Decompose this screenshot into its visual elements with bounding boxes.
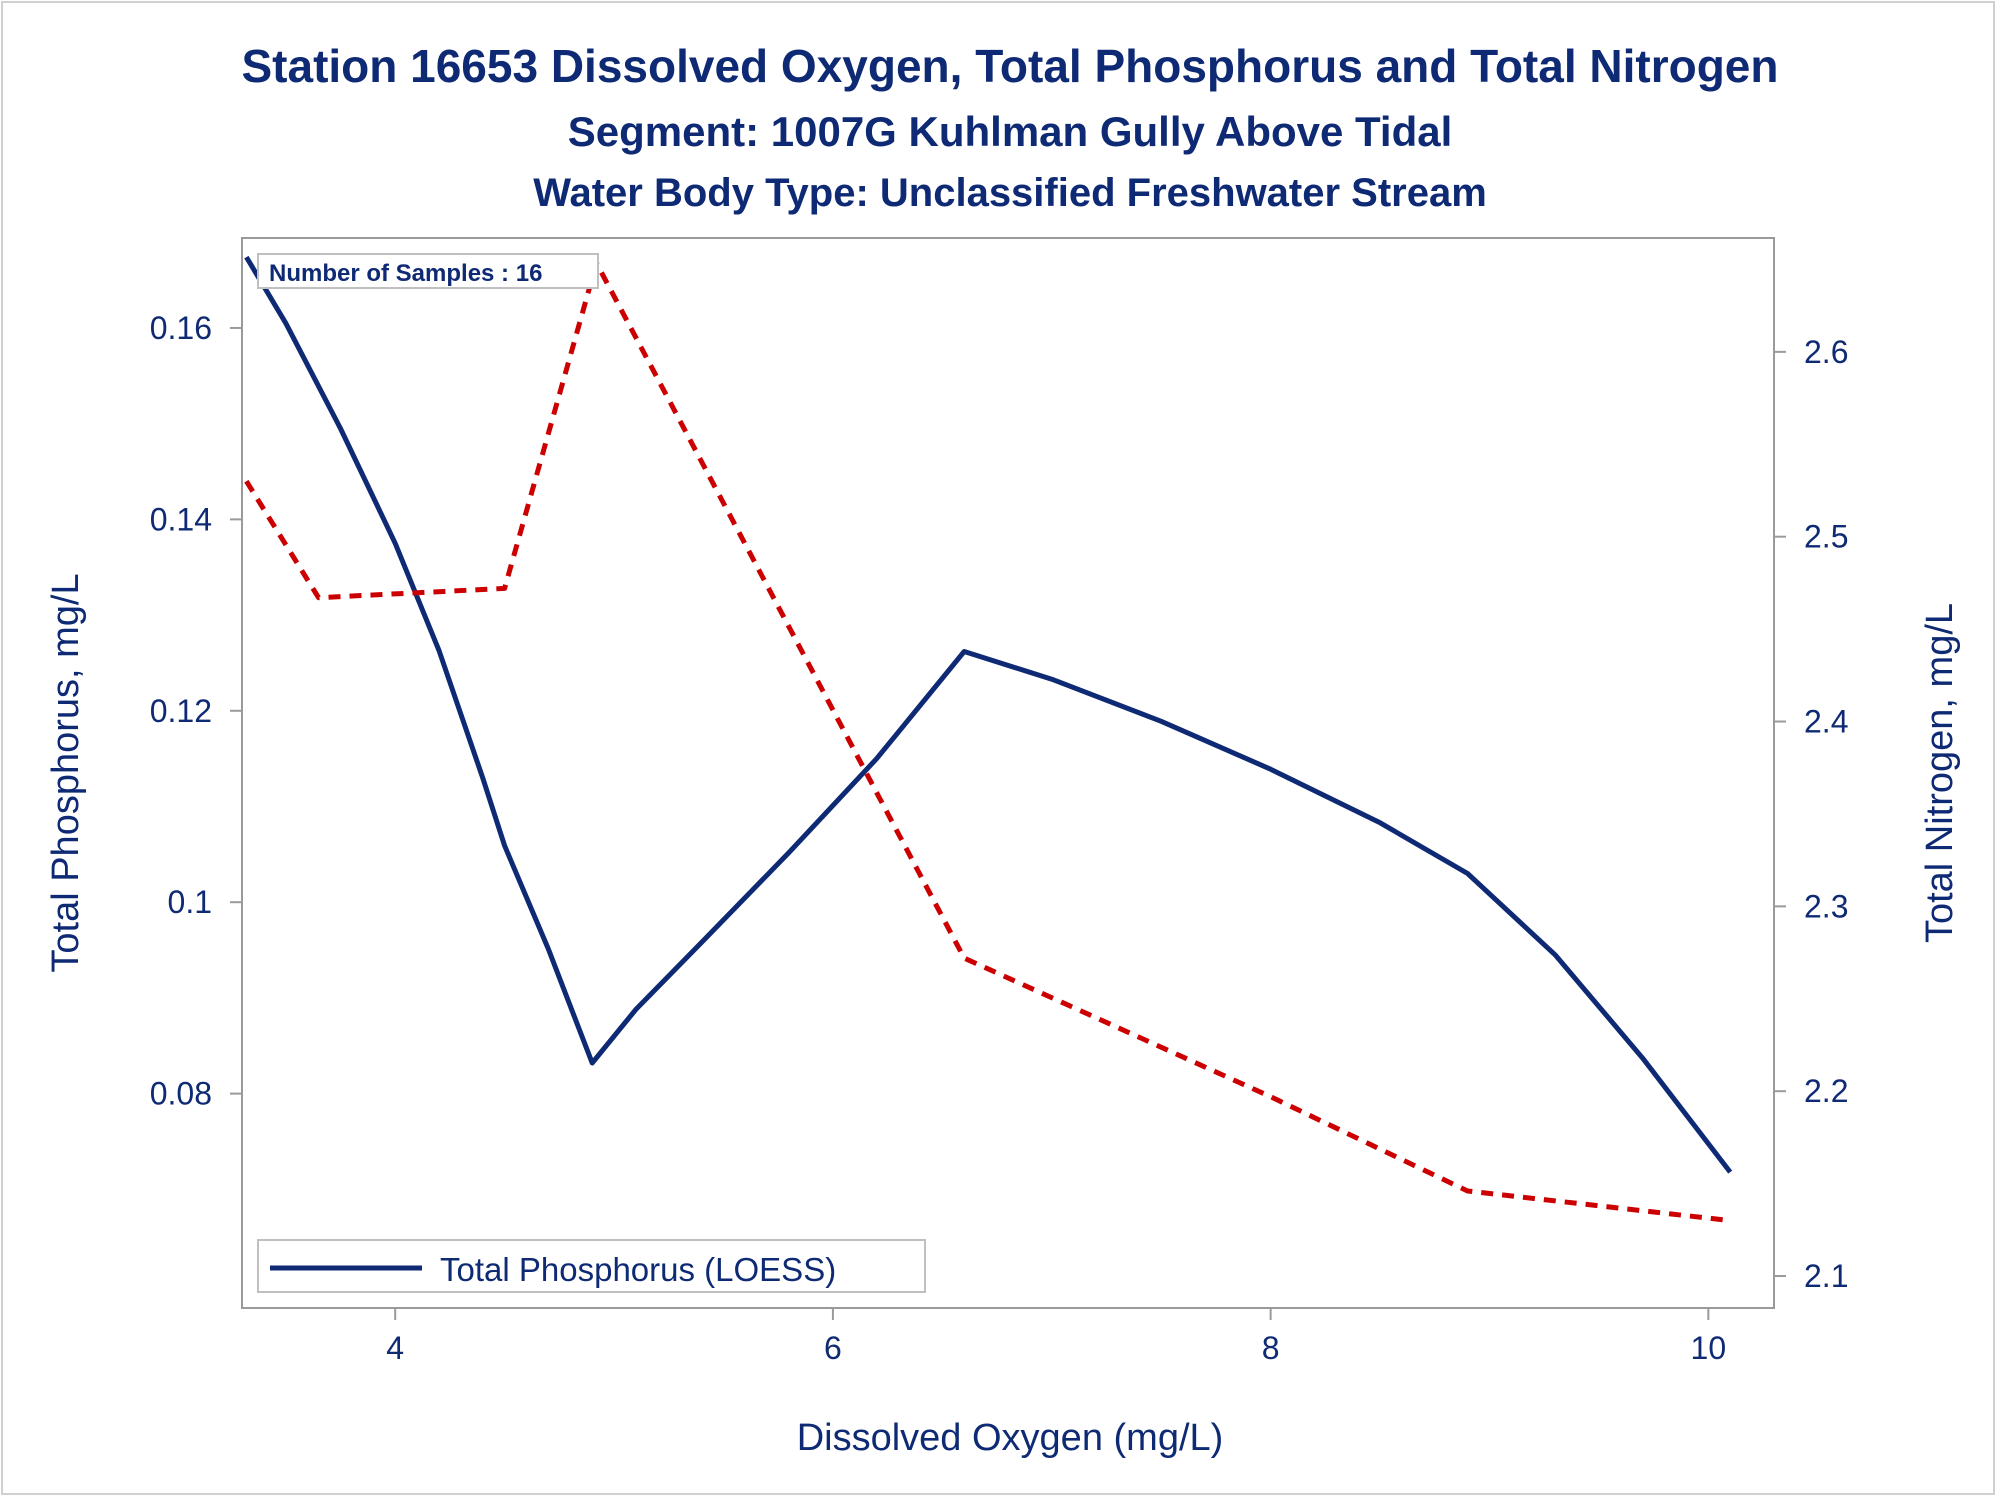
plot-area: [241, 237, 1775, 1309]
x-tick-label: 6: [824, 1330, 842, 1366]
y-tick-label: 0.12: [150, 693, 212, 729]
y-axis-label: Total Phosphorus, mg/L: [45, 573, 87, 972]
x-tick-label: 10: [1691, 1330, 1727, 1366]
chart-subtitle: Segment: 1007G Kuhlman Gully Above Tidal: [568, 108, 1453, 155]
y-tick-label: 0.1: [168, 884, 212, 920]
series-line-total-nitrogen: [244, 260, 1731, 1224]
series-line-total-phosphorus: [244, 255, 1733, 1174]
series-layer: [244, 255, 1733, 1224]
chart-subtitle-2: Water Body Type: Unclassified Freshwater…: [533, 171, 1487, 215]
y2-tick-label: 2.3: [1804, 888, 1848, 924]
y2-tick-label: 2.1: [1804, 1258, 1848, 1294]
annotation-text: Number of Samples : 16: [269, 260, 542, 287]
y2-tick-label: 2.2: [1804, 1073, 1848, 1109]
annotation-box: [257, 253, 599, 289]
legend: Total Phosphorus (LOESS): [257, 1239, 926, 1293]
x-tick-label: 8: [1262, 1330, 1280, 1366]
y-axis-ticks: 0.08 0.1 0.12 0.14 0.16: [150, 310, 242, 1112]
y2-tick-label: 2.4: [1804, 704, 1848, 740]
chart-title: Station 16653 Dissolved Oxygen, Total Ph…: [241, 40, 1778, 92]
y2-tick-label: 2.6: [1804, 334, 1848, 370]
y2-tick-label: 2.5: [1804, 519, 1848, 555]
x-tick-label: 4: [386, 1330, 404, 1366]
x-axis-ticks: 4 6 8 10: [386, 1308, 1726, 1366]
y-tick-label: 0.16: [150, 310, 212, 346]
x-axis-label: Dissolved Oxygen (mg/L): [797, 1417, 1224, 1459]
y-tick-label: 0.08: [150, 1076, 212, 1112]
y-tick-label: 0.14: [150, 501, 212, 537]
y2-axis-label: Total Nitrogen, mg/L: [1919, 603, 1961, 943]
legend-label-total-phosphorus: Total Phosphorus (LOESS): [440, 1251, 836, 1288]
y2-axis-ticks: 2.1 2.2 2.3 2.4 2.5 2.6: [1774, 334, 1848, 1294]
sample-count-annotation: Number of Samples : 16: [257, 253, 599, 289]
